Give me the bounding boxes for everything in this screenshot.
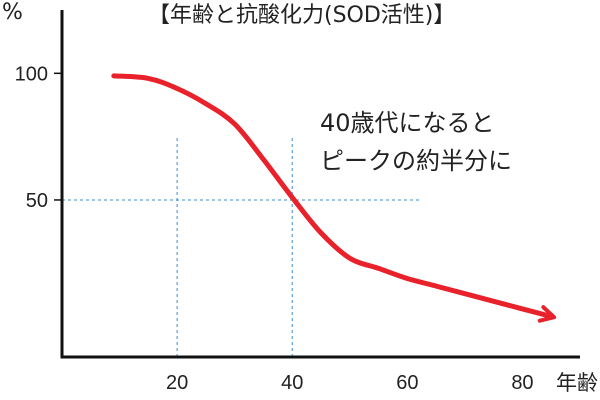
chart-title: 【年齢と抗酸化力(SOD活性)】 — [148, 3, 456, 28]
x-tick-label-20: 20 — [166, 372, 188, 394]
x-tick-label-40: 40 — [281, 372, 303, 394]
series-line-0 — [111, 73, 554, 319]
annotation-line-2: ピークの約半分に — [320, 147, 512, 175]
chart-annotation: 40歳代になると ピークの約半分に — [320, 104, 512, 180]
x-tick-label-80: 80 — [511, 372, 533, 394]
x-tick-label-60: 60 — [396, 372, 418, 394]
tick-labels: 100 50 20 40 60 80 — [15, 63, 534, 394]
annotation-line-1: 40歳代になると — [320, 109, 495, 137]
reference-lines — [62, 138, 420, 357]
y-tick-label-100: 100 — [15, 63, 48, 85]
axes — [54, 10, 580, 359]
series-layer — [111, 73, 557, 323]
y-axis-label: % — [2, 0, 23, 25]
series-arrowhead-0 — [537, 305, 557, 323]
y-tick-label-50: 50 — [26, 190, 48, 212]
x-axis-label: 年齢 — [556, 371, 598, 395]
